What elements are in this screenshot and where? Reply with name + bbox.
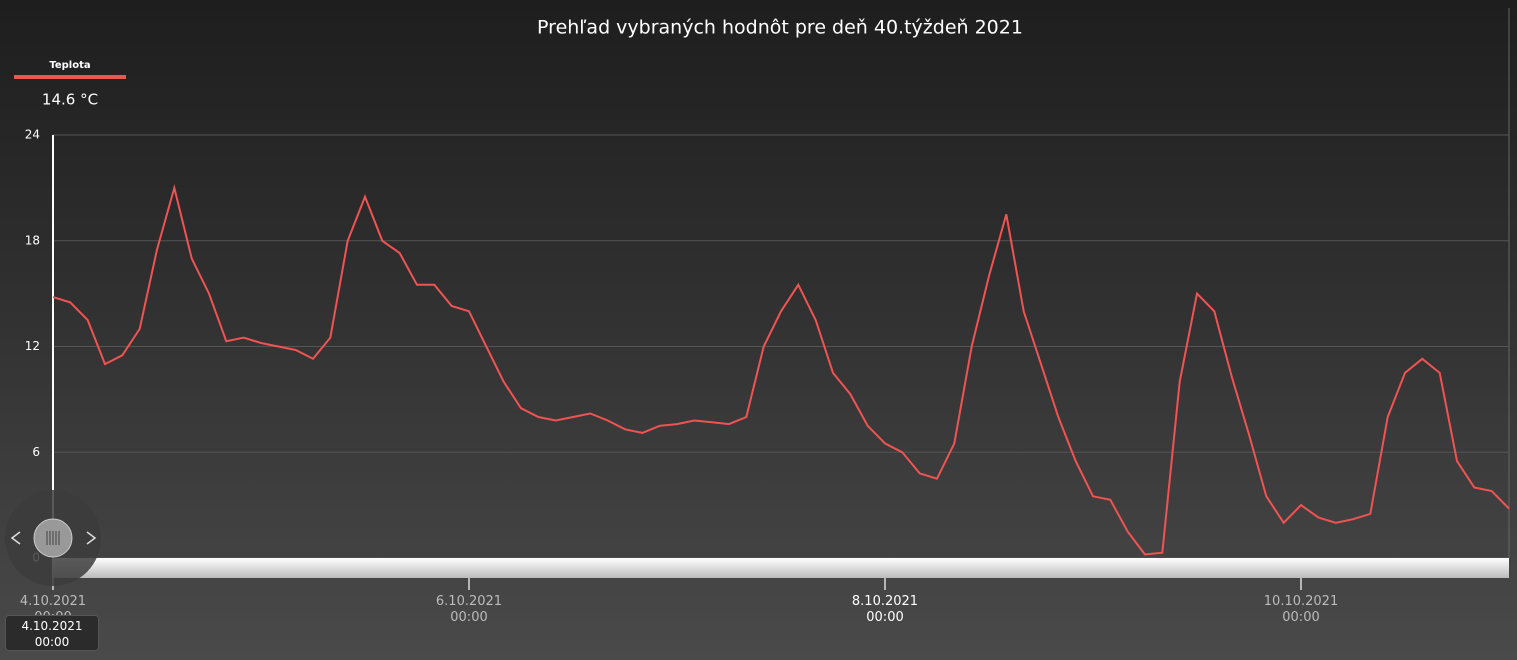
y-tick-label: 6 — [32, 445, 40, 459]
y-tick-label: 18 — [25, 233, 40, 247]
y-tick-label: 24 — [25, 128, 40, 142]
navigator-tooltip: 4.10.2021 00:00 — [5, 615, 99, 651]
chart-title: Prehľad vybraných hodnôt pre deň 40.týžd… — [537, 17, 1023, 39]
y-tick-label: 12 — [25, 339, 40, 353]
series-line — [52, 183, 1510, 556]
navigator-bar[interactable] — [53, 558, 1509, 578]
x-tick-label: 6.10.2021 00:00 — [435, 594, 503, 625]
x-tick-label: 10.10.2021 00:00 — [1263, 594, 1339, 625]
arrow-left[interactable] — [10, 531, 21, 545]
x-tick-label: 8.10.2021 00:00 — [851, 594, 919, 625]
arrow-right[interactable] — [86, 531, 97, 545]
legend-label[interactable]: Teplota — [49, 60, 90, 71]
legend-swatch[interactable] — [14, 75, 126, 79]
legend-value: 14.6 °C — [42, 91, 98, 109]
